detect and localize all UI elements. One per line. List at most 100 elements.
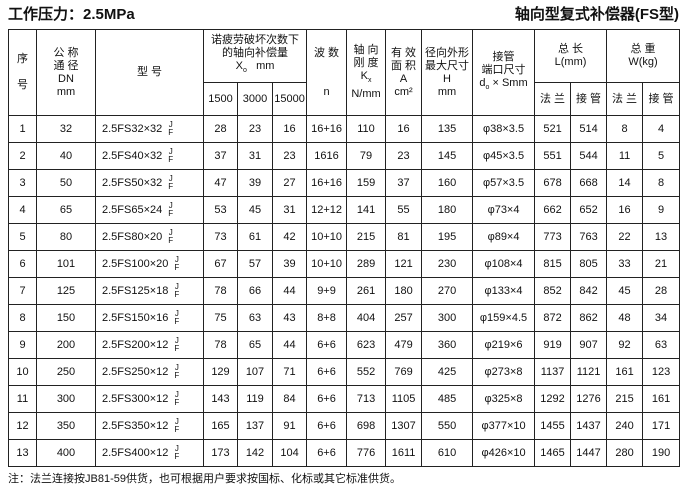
table-row: 2 40 2.5FS40×32 J F 37 31 23 1616 79 23 145 φ45×3.5 5…	[8, 142, 681, 170]
model-text: 2.5FS300×12	[102, 392, 169, 405]
model-text: 2.5FS400×12	[102, 446, 169, 459]
header-weight-flange: 法 兰	[606, 82, 644, 116]
table-cell: 698	[346, 412, 387, 440]
table-cell: 13	[8, 439, 37, 467]
table-cell: 37	[203, 142, 238, 170]
table-cell: 142	[237, 439, 273, 467]
table-cell: 180	[421, 196, 474, 224]
table-cell: 107	[237, 358, 273, 386]
table-cell: 1276	[570, 385, 608, 413]
table-cell: 63	[642, 331, 681, 359]
flange-mark: F	[174, 425, 180, 434]
table-row: 6 101 2.5FS100×20 J F 67 57 39 10+10 289 121 230 φ10…	[8, 250, 681, 278]
table-cell: 2.5FS150×16 J F	[95, 304, 204, 332]
table-cell: 230	[421, 250, 474, 278]
weld-mark: J	[174, 336, 179, 345]
table-cell: 53	[203, 196, 238, 224]
table-cell: 623	[346, 331, 387, 359]
table-cell: 776	[346, 439, 387, 467]
table-cell: 195	[421, 223, 474, 251]
table-cell: 45	[606, 277, 644, 305]
model-text: 2.5FS80×20	[102, 230, 163, 243]
table-cell: 6+6	[306, 385, 348, 413]
header-model: 型 号	[95, 29, 204, 116]
table-cell: 1292	[534, 385, 572, 413]
table-cell: 16+16	[306, 169, 348, 197]
table-cell: 47	[203, 169, 238, 197]
table-cell: 678	[534, 169, 572, 197]
table-cell: 78	[203, 277, 238, 305]
flange-mark: F	[174, 317, 180, 326]
table-cell: 552	[346, 358, 387, 386]
table-cell: 125	[36, 277, 96, 305]
table-cell: 6	[8, 250, 37, 278]
table-cell: 862	[570, 304, 608, 332]
table-cell: 2.5FS80×20 J F	[95, 223, 204, 251]
table-cell: 9	[8, 331, 37, 359]
table-cell: φ108×4	[472, 250, 536, 278]
table-cell: 652	[570, 196, 608, 224]
table-cell: φ219×6	[472, 331, 536, 359]
table-cell: 1437	[570, 412, 608, 440]
table-cell: 360	[421, 331, 474, 359]
table-cell: 27	[271, 169, 308, 197]
table-cell: 31	[271, 196, 308, 224]
header-weight-weld: 接 管	[642, 82, 681, 116]
table-cell: 143	[203, 385, 238, 413]
table-cell: 5	[8, 223, 37, 251]
table-cell: 80	[36, 223, 96, 251]
table-cell: 123	[642, 358, 681, 386]
table-cell: 160	[421, 169, 474, 197]
table-cell: 13	[642, 223, 681, 251]
table-cell: 55	[385, 196, 423, 224]
table-cell: 91	[271, 412, 308, 440]
table-cell: 28	[642, 277, 681, 305]
table-cell: 4	[8, 196, 37, 224]
table-cell: 137	[237, 412, 273, 440]
table-cell: 1616	[306, 142, 348, 170]
table-row: 4 65 2.5FS65×24 J F 53 45 31 12+12 141 55 180 φ73×4 6…	[8, 196, 681, 224]
weld-mark: J	[168, 120, 173, 129]
table-cell: 171	[642, 412, 681, 440]
table-row: 13 400 2.5FS400×12 J F 173 142 104 6+6 776 1611 610…	[8, 439, 681, 467]
table-cell: φ273×8	[472, 358, 536, 386]
weld-mark: J	[168, 201, 173, 210]
header-3000: 3000	[237, 82, 273, 116]
table-cell: 22	[606, 223, 644, 251]
table-cell: 10+10	[306, 223, 348, 251]
table-cell: 37	[385, 169, 423, 197]
table-cell: 9	[642, 196, 681, 224]
header-15000: 15000	[271, 82, 308, 116]
table-cell: 2.5FS32×32 J F	[95, 115, 204, 143]
table-cell: 161	[606, 358, 644, 386]
table-cell: 2.5FS350×12 J F	[95, 412, 204, 440]
flange-mark: F	[174, 398, 180, 407]
table-cell: 180	[385, 277, 423, 305]
table-cell: 121	[385, 250, 423, 278]
table-cell: 11	[8, 385, 37, 413]
table-cell: 3	[8, 169, 37, 197]
table-cell: φ57×3.5	[472, 169, 536, 197]
table-cell: 44	[271, 331, 308, 359]
table-cell: 400	[36, 439, 96, 467]
table-cell: 141	[346, 196, 387, 224]
table-cell: 57	[237, 250, 273, 278]
flange-mark: F	[168, 155, 174, 164]
table-cell: φ325×8	[472, 385, 536, 413]
table-cell: 521	[534, 115, 572, 143]
weld-mark: J	[168, 174, 173, 183]
flange-mark: F	[168, 182, 174, 191]
table-cell: 16	[606, 196, 644, 224]
table-cell: 12	[8, 412, 37, 440]
table-cell: 2.5FS100×20 J F	[95, 250, 204, 278]
table-cell: 119	[237, 385, 273, 413]
table-cell: 404	[346, 304, 387, 332]
table-row: 8 150 2.5FS150×16 J F 75 63 43 8+8 404 257 300 φ159×…	[8, 304, 681, 332]
